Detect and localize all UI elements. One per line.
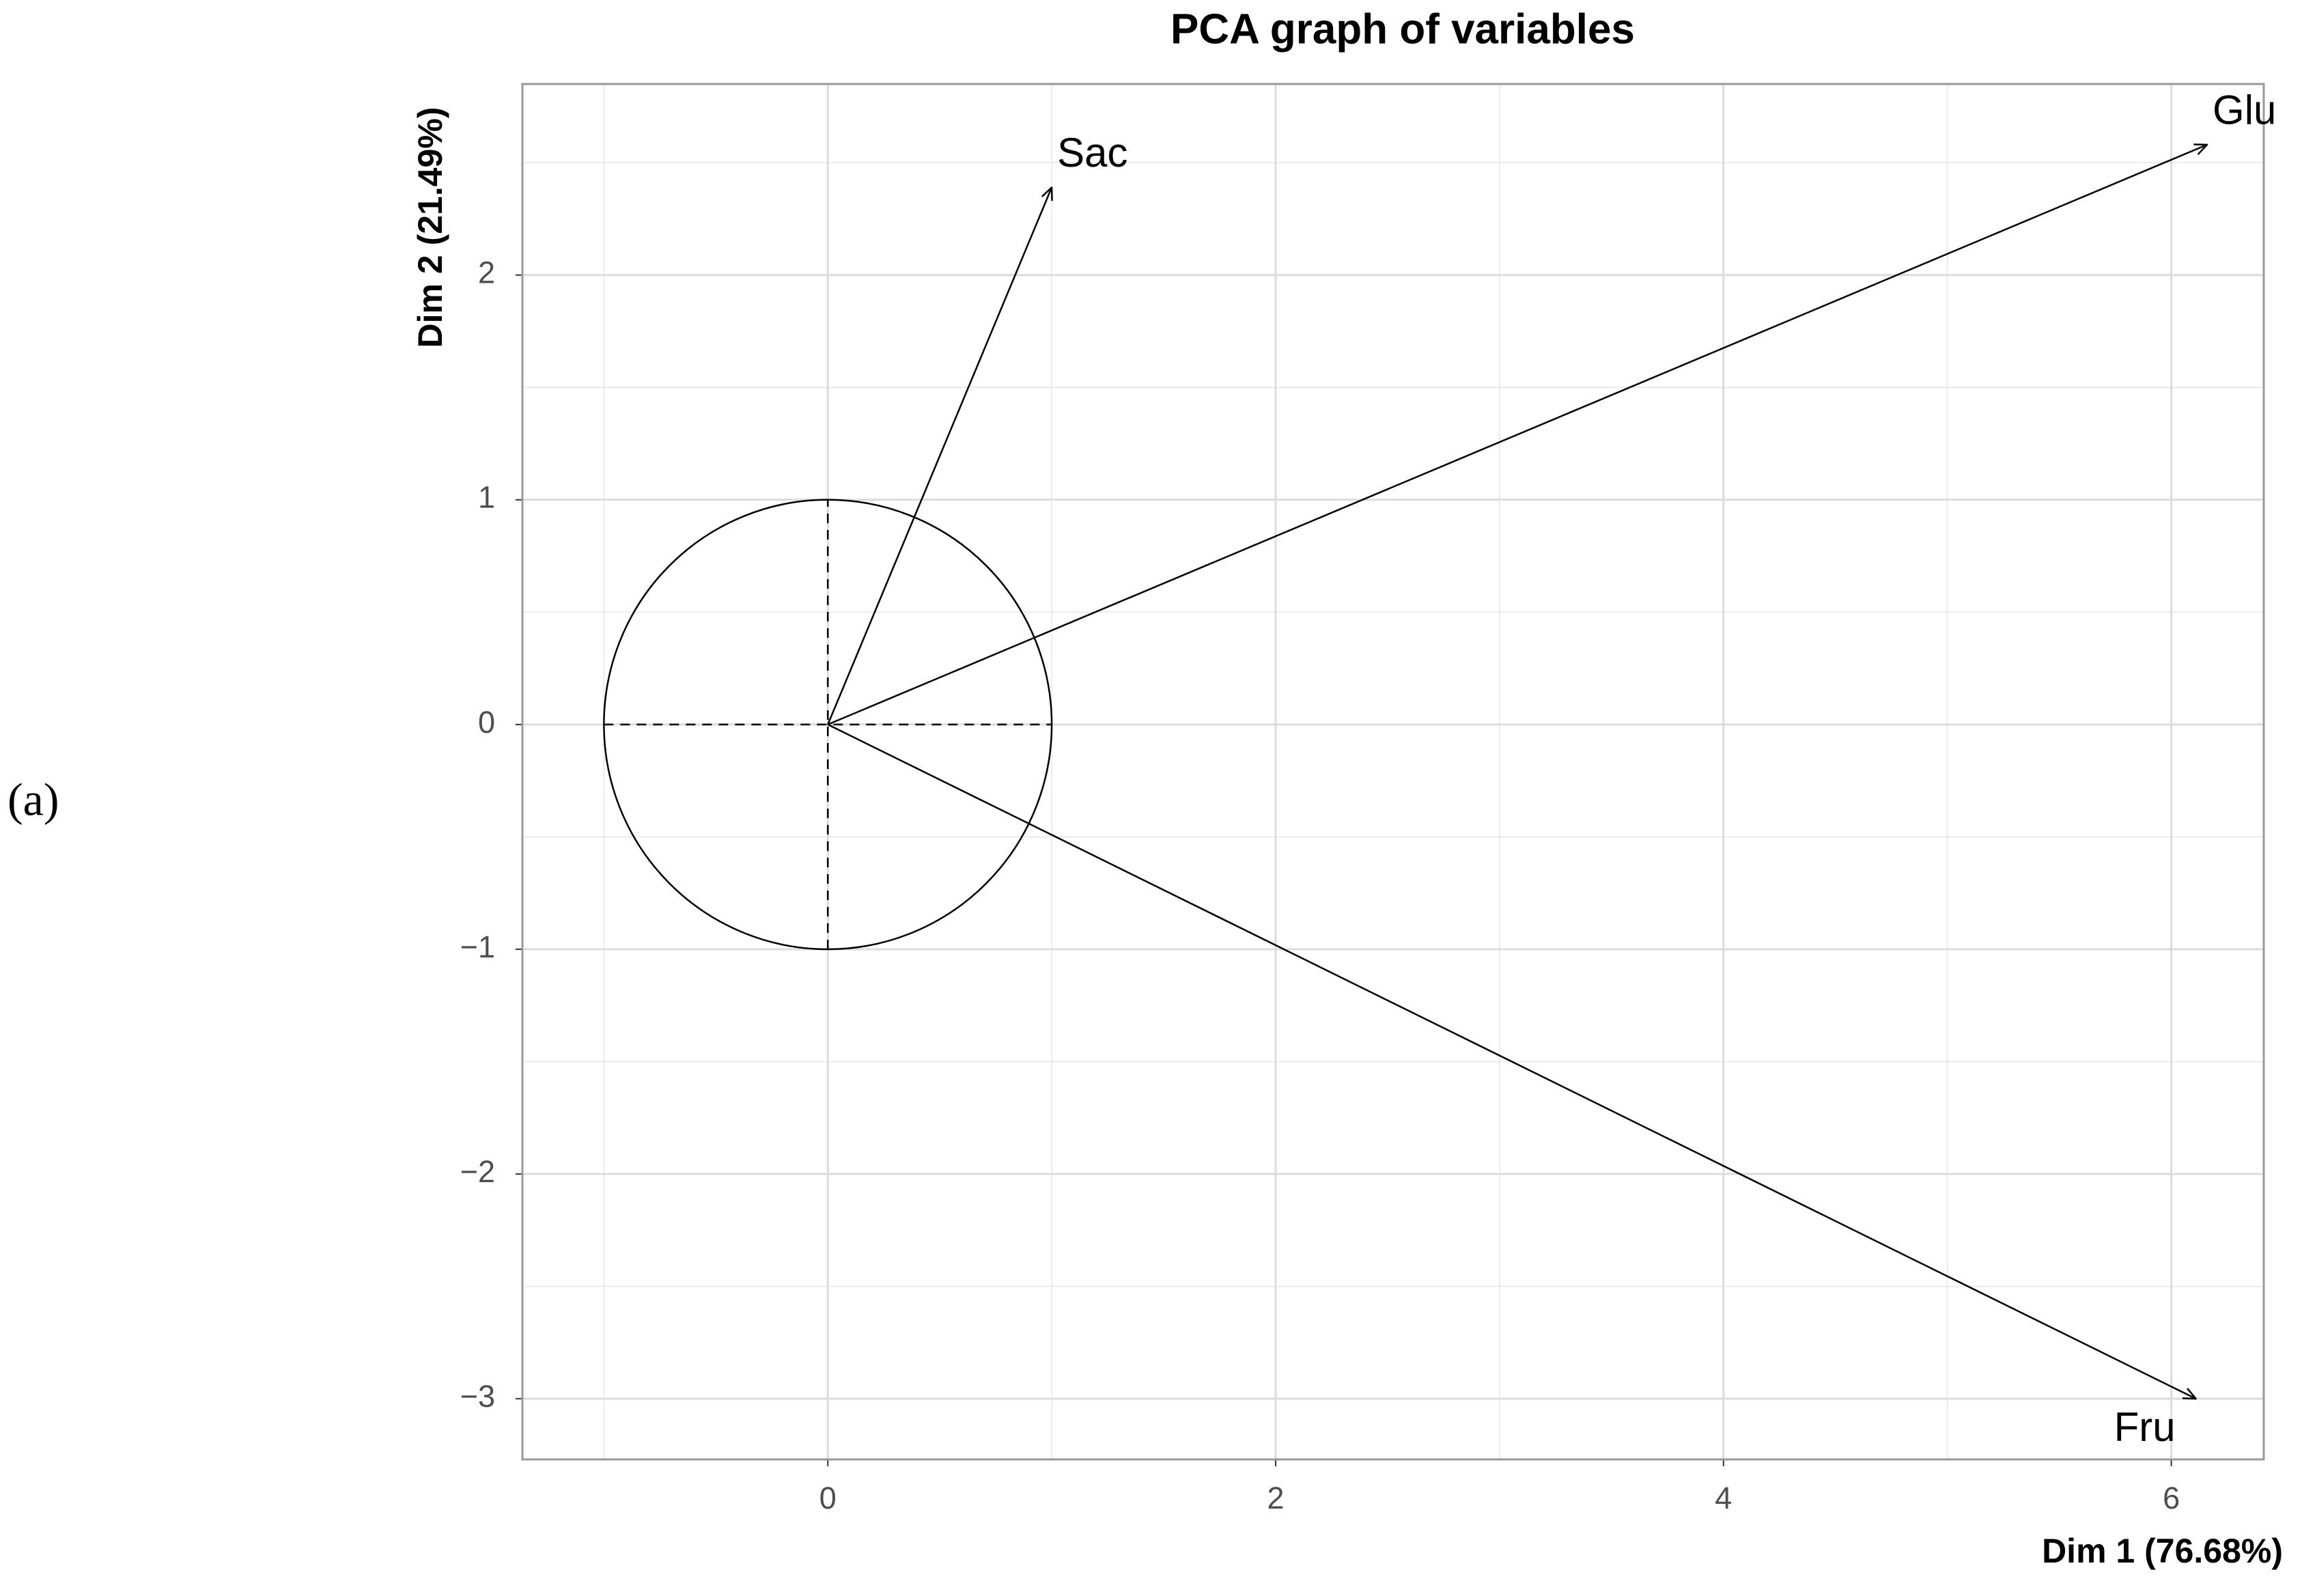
- variable-label: Fru: [2114, 1404, 2176, 1450]
- panel-label: (a): [8, 774, 59, 826]
- variable-label: Sac: [1057, 130, 1127, 176]
- x-tick-label: 4: [1715, 1481, 1732, 1515]
- y-tick-label: −1: [460, 929, 495, 964]
- variable-label: Glu: [2213, 87, 2276, 133]
- y-tick-label: 2: [478, 255, 495, 290]
- x-tick-label: 0: [819, 1481, 837, 1515]
- chart-title: PCA graph of variables: [1170, 5, 1635, 53]
- y-axis-label: Dim 2 (21.49%): [411, 107, 449, 348]
- variable-arrow: [827, 145, 2207, 726]
- y-tick-label: 0: [478, 705, 495, 740]
- x-axis-label: Dim 1 (76.68%): [2042, 1532, 2283, 1570]
- y-tick-label: −3: [460, 1379, 495, 1414]
- x-tick-label: 2: [1267, 1481, 1285, 1515]
- variable-arrow: [827, 723, 2195, 1399]
- variable-arrow: [827, 187, 1052, 725]
- y-tick-label: 1: [478, 480, 495, 515]
- panel-border: [521, 83, 2265, 1461]
- x-tick-label: 6: [2163, 1481, 2180, 1515]
- y-tick-label: −2: [460, 1154, 495, 1189]
